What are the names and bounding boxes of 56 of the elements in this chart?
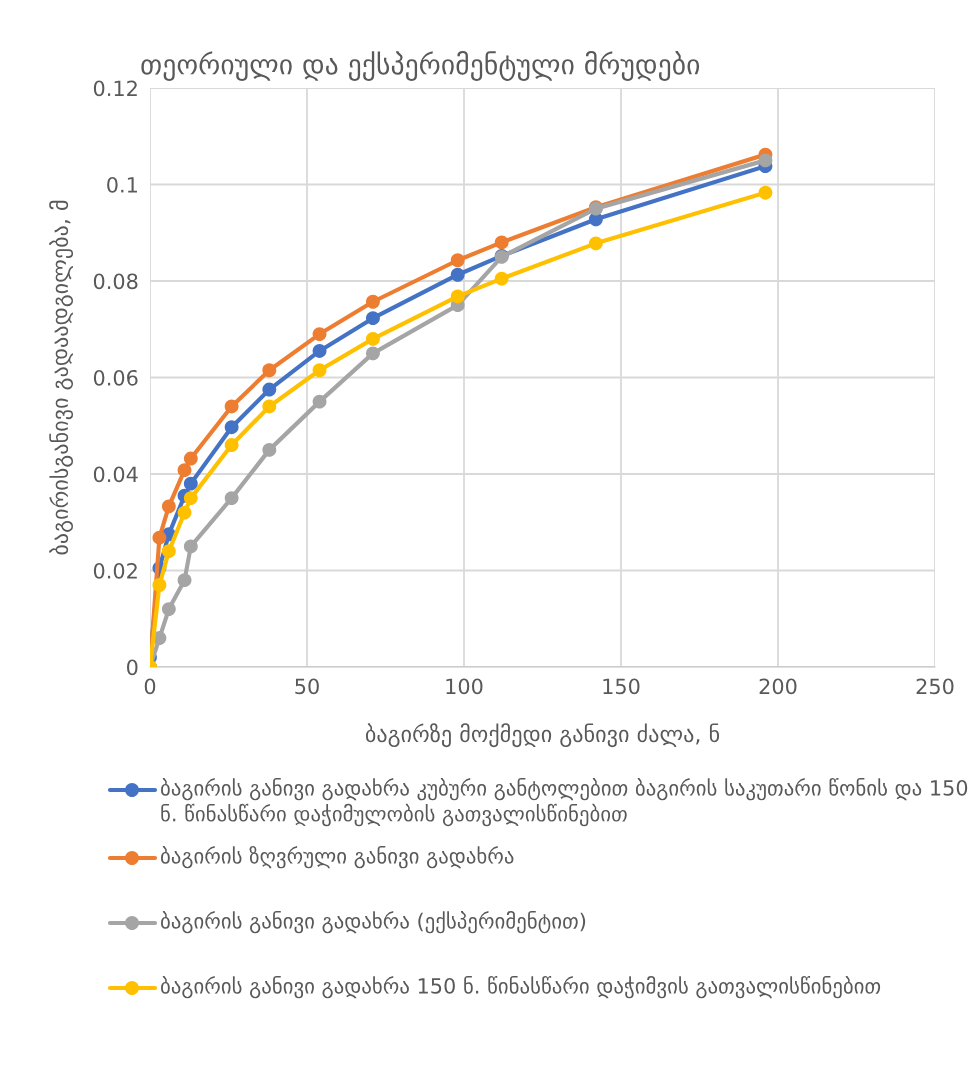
point bbox=[177, 573, 192, 588]
point bbox=[312, 394, 327, 409]
y-tick-label: 0.06 bbox=[93, 369, 138, 386]
point bbox=[588, 236, 603, 251]
point bbox=[224, 420, 239, 435]
point bbox=[183, 491, 198, 506]
point bbox=[161, 499, 176, 514]
y-tick-label: 0.02 bbox=[93, 562, 137, 579]
point bbox=[177, 463, 192, 478]
point bbox=[161, 602, 176, 617]
point bbox=[183, 476, 198, 491]
x-tick-label: 100 bbox=[446, 678, 483, 695]
point bbox=[312, 344, 327, 358]
point bbox=[758, 153, 773, 168]
point bbox=[262, 442, 277, 457]
y-tick-label: 0.04 bbox=[93, 466, 138, 483]
point bbox=[262, 363, 277, 378]
point bbox=[183, 539, 198, 554]
point bbox=[494, 271, 509, 286]
point bbox=[758, 185, 773, 200]
y-tick-label: 0 bbox=[127, 659, 138, 676]
x-tick-label: 50 bbox=[295, 678, 319, 695]
point bbox=[366, 346, 380, 361]
point bbox=[177, 505, 192, 520]
point bbox=[366, 311, 380, 326]
y-tick-label: 0.1 bbox=[107, 176, 137, 193]
point bbox=[262, 399, 277, 414]
legend-label: ბაგირის ზღვრული განივი გადახრა bbox=[161, 846, 514, 869]
point bbox=[450, 267, 465, 282]
x-axis-title: ბაგირზე მოქმედი განივი ძალა, ნ bbox=[365, 723, 720, 748]
point bbox=[494, 235, 509, 250]
legend-label: ბაგირის განივი გადახრა (ექსპერიმენტით) bbox=[161, 911, 586, 934]
legend-label: ბაგირის განივი გადახრა 150 ნ. წინასწარი დაჭიმვის გათვალისწინებით bbox=[161, 976, 881, 999]
x-tick-label: 200 bbox=[759, 678, 797, 695]
legend-label: ბაგირის განივი გადახრა კუბური განტოლებით ბაგირის საკუთარი წონის და 150 ნ. წინასწარი დაჭიმულობის გათვალისწინებით bbox=[161, 778, 968, 827]
point bbox=[312, 363, 327, 378]
y-tick-label: 0.12 bbox=[93, 80, 137, 97]
point bbox=[450, 253, 465, 268]
x-tick-label: 0 bbox=[144, 678, 156, 695]
chart-title: თეორიული და ექსპერიმენტული მრუდები bbox=[141, 51, 700, 81]
y-tick-label: 0.08 bbox=[93, 273, 138, 290]
y-axis-title: ბაგირისგანივი გადაადგილება, მ bbox=[49, 200, 74, 555]
point bbox=[366, 294, 380, 309]
point bbox=[161, 544, 176, 559]
point bbox=[183, 451, 198, 466]
point bbox=[224, 491, 239, 506]
point bbox=[262, 382, 277, 397]
point bbox=[450, 289, 465, 304]
point bbox=[366, 331, 380, 346]
point bbox=[152, 578, 167, 592]
x-tick-label: 150 bbox=[603, 678, 640, 695]
point bbox=[224, 438, 239, 452]
point bbox=[312, 327, 327, 342]
point bbox=[224, 399, 239, 414]
x-tick-label: 250 bbox=[916, 678, 954, 695]
point bbox=[152, 530, 167, 545]
